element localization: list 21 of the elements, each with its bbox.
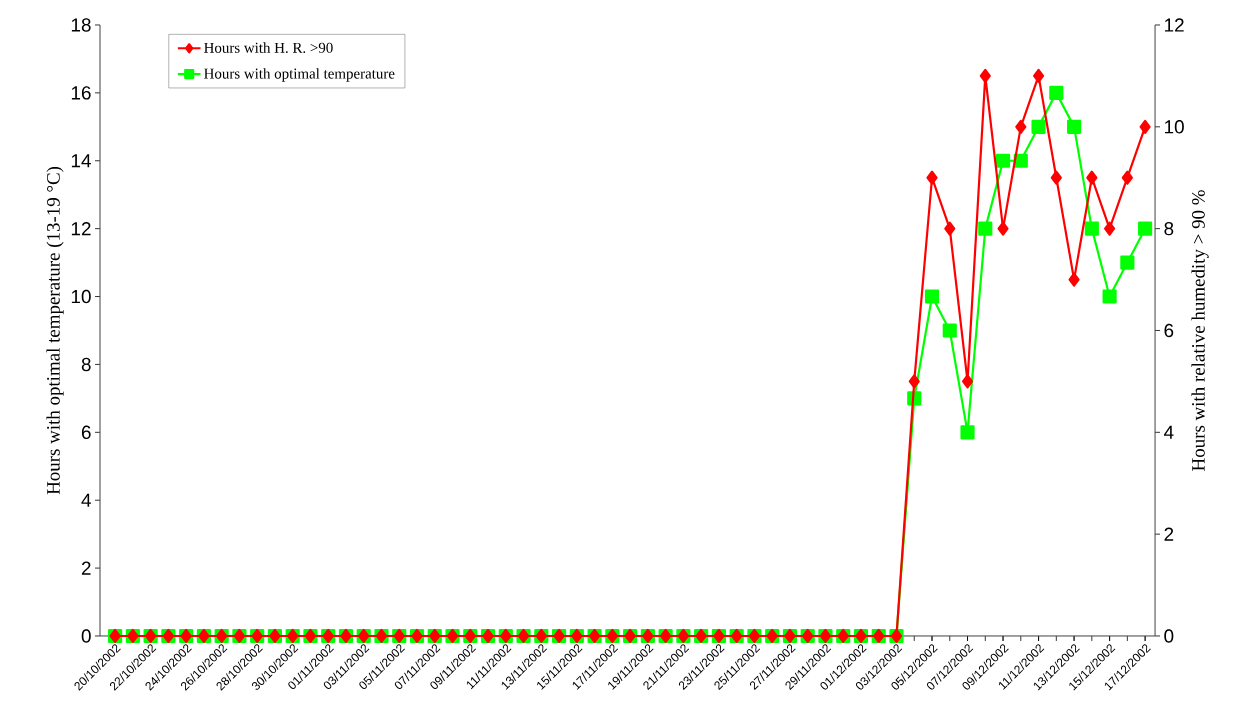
y-tick-label: 0: [81, 629, 91, 643]
y-tick-label: 8: [81, 357, 91, 372]
y2-tick-label: 0: [1164, 629, 1174, 643]
y-tick-label: 4: [81, 493, 91, 507]
y-tick-label: 18: [71, 18, 91, 32]
y2-tick-label: 10: [1165, 120, 1184, 134]
y2-tick-label: 4: [1164, 425, 1174, 439]
legend-label: Hours with optimal temperature: [204, 68, 395, 82]
y-axis-title: Hours with optimal temperature (13-19 °C): [46, 166, 64, 495]
y-tick-label: 14: [71, 154, 91, 168]
y2-tick-label: 6: [1164, 323, 1174, 338]
legend-label: Hours with H. R. >90: [204, 42, 333, 53]
y-tick-label: 2: [81, 561, 91, 575]
y2-tick-label: 2: [1164, 527, 1174, 541]
y2-tick-label: 8: [1164, 221, 1174, 236]
y-tick-label: 6: [81, 425, 91, 440]
y-tick-label: 10: [71, 289, 91, 304]
y2-tick-label: 12: [1165, 18, 1184, 32]
y2-axis-title: Hours with relative humedity > 90 %: [1191, 190, 1209, 471]
y-tick-label: 12: [71, 222, 91, 236]
y-tick-label: 16: [71, 86, 91, 100]
